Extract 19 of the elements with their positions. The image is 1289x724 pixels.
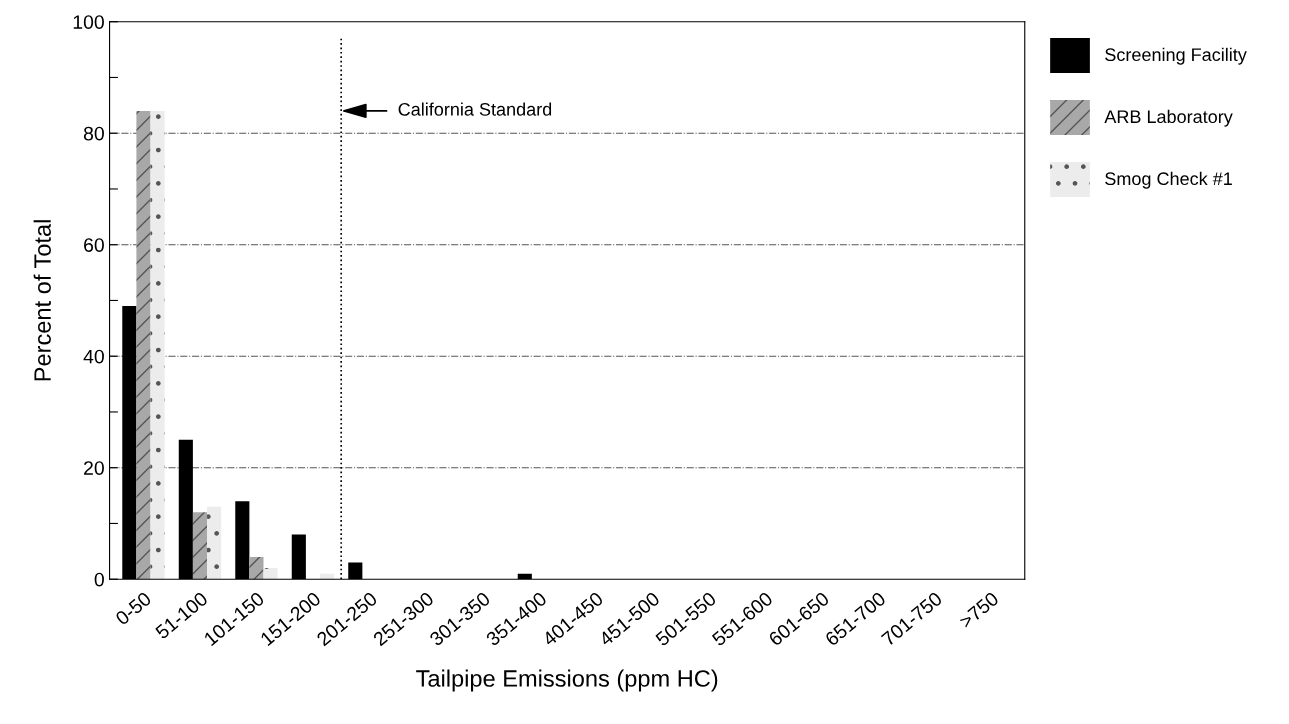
y-tick-label: 80 <box>83 126 104 141</box>
y-tick-label: 0 <box>94 572 104 587</box>
ref-line-label: California Standard <box>398 102 552 116</box>
bar <box>249 556 264 580</box>
bar <box>263 568 278 580</box>
y-tick-label: 100 <box>73 15 104 29</box>
x-axis-title: Tailpipe Emissions (ppm HC) <box>416 669 718 692</box>
legend-label: Smog Check #1 <box>1105 171 1232 189</box>
legend-label: Screening Facility <box>1105 47 1247 65</box>
bar <box>136 110 151 580</box>
legend-label: ARB Laboratory <box>1104 109 1233 127</box>
bar <box>207 506 222 580</box>
bar <box>192 512 208 580</box>
y-tick-label: 40 <box>83 349 104 364</box>
bar <box>150 110 165 580</box>
x-tick-label: 0-50 <box>114 591 153 626</box>
y-tick-label: 20 <box>84 461 104 475</box>
y-axis-title: Percent of Total <box>33 220 51 381</box>
y-tick-label: 60 <box>84 238 104 252</box>
